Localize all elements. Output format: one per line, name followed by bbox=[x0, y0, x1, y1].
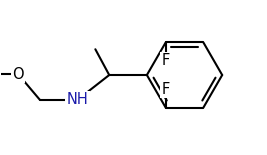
Text: F: F bbox=[162, 53, 170, 68]
Text: F: F bbox=[162, 82, 170, 97]
Text: O: O bbox=[12, 66, 24, 82]
Text: NH: NH bbox=[67, 92, 88, 107]
